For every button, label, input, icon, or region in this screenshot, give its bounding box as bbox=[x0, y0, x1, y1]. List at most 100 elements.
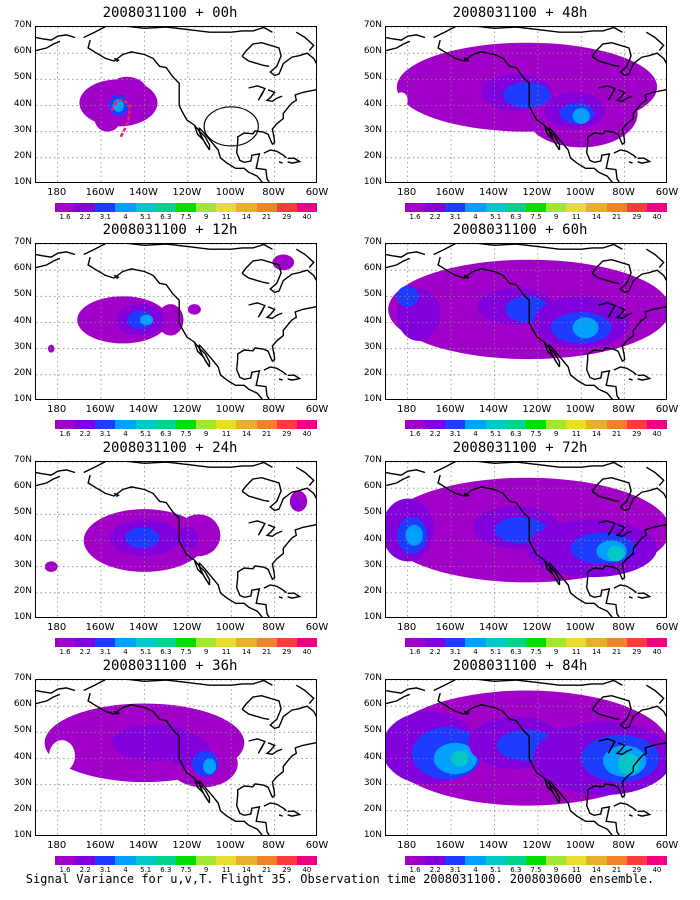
colorbar-swatch bbox=[606, 203, 627, 212]
latitude-label: 40N bbox=[363, 533, 382, 544]
longitude-label: 60W bbox=[655, 187, 679, 198]
colorbar-swatch bbox=[445, 638, 466, 647]
colorbar-swatch bbox=[425, 420, 446, 429]
colorbar-swatch bbox=[485, 420, 506, 429]
coastline bbox=[235, 795, 270, 835]
coastline bbox=[263, 802, 287, 812]
colorbar-label: 11 bbox=[221, 213, 231, 221]
colorbar-swatch bbox=[505, 638, 526, 647]
colorbar-swatch bbox=[95, 638, 116, 647]
colorbar bbox=[55, 420, 318, 429]
longitude-label: 60W bbox=[305, 187, 329, 198]
latitude-label: 30N bbox=[363, 559, 382, 570]
colorbar-swatch bbox=[296, 420, 318, 429]
colorbar-swatch bbox=[95, 203, 116, 212]
coastline bbox=[645, 684, 665, 705]
colorbar-label: 1.6 bbox=[409, 866, 421, 874]
coastline bbox=[494, 462, 623, 468]
latitude-label: 60N bbox=[13, 699, 32, 710]
coastline bbox=[437, 39, 561, 150]
colorbar-label: 2.2 bbox=[79, 866, 91, 874]
colorbar-swatch bbox=[75, 856, 96, 865]
coastline bbox=[591, 476, 666, 512]
colorbar-label: 7.5 bbox=[530, 648, 542, 656]
colorbar-label: 7.5 bbox=[180, 866, 192, 874]
coastline bbox=[586, 741, 666, 799]
colorbar-swatch bbox=[155, 856, 176, 865]
longitude-label: 180 bbox=[397, 840, 417, 851]
coastline bbox=[548, 344, 614, 399]
longitude-label: 140W bbox=[478, 404, 508, 415]
map-area bbox=[385, 679, 667, 836]
colorbar-swatch bbox=[196, 638, 217, 647]
colorbar-label: 14 bbox=[591, 213, 601, 221]
coastline bbox=[386, 257, 411, 269]
colorbar-swatch bbox=[256, 638, 277, 647]
latitude-label: 50N bbox=[363, 289, 382, 300]
map-panel: 2008031100 + 12h 70N 60N 50N 40N 30N 20N 10N 180… bbox=[0, 222, 340, 442]
coastline bbox=[591, 490, 620, 502]
latitude-label: 30N bbox=[13, 559, 32, 570]
coastline bbox=[591, 708, 620, 720]
coastline bbox=[83, 462, 145, 474]
coastline bbox=[548, 562, 614, 617]
colorbar-label: 1.6 bbox=[59, 648, 71, 656]
colorbar-label: 14 bbox=[241, 866, 251, 874]
map-canvas bbox=[386, 27, 666, 182]
coastline bbox=[36, 251, 76, 258]
latitude-label: 70N bbox=[13, 455, 32, 465]
coastline bbox=[198, 780, 264, 835]
map-canvas bbox=[36, 27, 316, 182]
colorbar-swatch bbox=[465, 420, 486, 429]
colorbar-swatch bbox=[95, 420, 116, 429]
latitude-label: 10N bbox=[363, 612, 382, 622]
latitude-label: 20N bbox=[363, 803, 382, 814]
latitude-label: 10N bbox=[13, 394, 32, 404]
variance-minimum bbox=[51, 309, 60, 320]
longitude-label: 80W bbox=[262, 404, 285, 415]
colorbar-swatch bbox=[505, 856, 526, 865]
map-area bbox=[385, 243, 667, 400]
colorbar-label: 7.5 bbox=[530, 213, 542, 221]
colorbar-swatch bbox=[296, 203, 318, 212]
latitude-label: 60N bbox=[363, 481, 382, 492]
coastline bbox=[463, 492, 470, 498]
longitude-label: 160W bbox=[435, 622, 465, 633]
colorbar-swatch bbox=[135, 638, 156, 647]
colorbar-label: 6.3 bbox=[160, 866, 172, 874]
colorbar-swatch bbox=[115, 203, 136, 212]
latitude-label: 30N bbox=[13, 124, 32, 135]
colorbar-label: 40 bbox=[652, 648, 662, 656]
coastline bbox=[87, 692, 211, 803]
coastline bbox=[433, 244, 495, 256]
colorbar-label: 9 bbox=[203, 866, 209, 874]
colorbar-label: 11 bbox=[221, 866, 231, 874]
variance-contour bbox=[187, 304, 201, 315]
colorbar-label: 4 bbox=[473, 213, 478, 221]
colorbar-label: 2.2 bbox=[79, 430, 91, 438]
variance-contour bbox=[44, 561, 58, 572]
colorbar-label: 4 bbox=[123, 648, 128, 656]
latitude-label: 10N bbox=[13, 830, 32, 840]
latitude-label: 50N bbox=[13, 72, 32, 83]
coastline bbox=[36, 475, 61, 487]
variance-contour bbox=[607, 545, 625, 562]
map-area bbox=[385, 26, 667, 183]
coastline bbox=[591, 272, 620, 284]
longitude-label: 100W bbox=[215, 840, 245, 851]
colorbar bbox=[55, 203, 318, 212]
colorbar bbox=[405, 856, 668, 865]
longitude-label: 120W bbox=[522, 404, 552, 415]
colorbar-label: 3.1 bbox=[449, 430, 461, 438]
longitude-label: 180 bbox=[47, 404, 67, 415]
longitude-label: 120W bbox=[522, 622, 552, 633]
coastline bbox=[463, 710, 470, 716]
coastline bbox=[628, 596, 633, 599]
latitude-label: 60N bbox=[363, 699, 382, 710]
colorbar-label: 7.5 bbox=[530, 430, 542, 438]
latitude-label: 20N bbox=[13, 367, 32, 378]
colorbar-swatch bbox=[196, 203, 217, 212]
coastline bbox=[613, 584, 637, 594]
coastline bbox=[463, 274, 470, 280]
colorbar-swatch bbox=[115, 856, 136, 865]
